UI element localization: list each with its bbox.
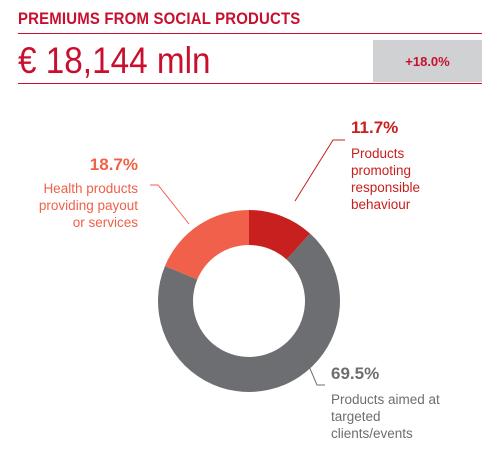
value-label-targeted: 69.5% <box>331 364 379 383</box>
amount-divider <box>18 83 482 84</box>
change-badge: +18.0% <box>373 40 482 82</box>
donut-slices <box>158 210 341 393</box>
slice-label-targeted-line2: targeted <box>331 409 381 424</box>
slice-health-products <box>164 210 249 280</box>
premium-amount: € 18,144 mln <box>18 40 211 81</box>
slice-label-targeted-line1: Products aimed at <box>331 392 440 407</box>
slice-label-responsible-line2: promoting <box>351 163 411 178</box>
value-label-health: 18.7% <box>90 155 138 174</box>
chart-title: PREMIUMS FROM SOCIAL PRODUCTS <box>18 9 301 28</box>
slice-targeted-clients <box>158 233 341 393</box>
slice-label-responsible-line4: behaviour <box>351 197 411 212</box>
slice-label-responsible-line3: responsible <box>351 180 420 195</box>
change-value: +18.0% <box>405 53 450 69</box>
slice-label-health-line3: or services <box>73 215 139 230</box>
slice-label-targeted-line3: clients/events <box>331 426 413 441</box>
leader-line-targeted <box>302 351 325 386</box>
leader-line-health <box>150 184 190 225</box>
slice-label-responsible-line1: Products <box>351 146 405 161</box>
slice-label-health-line1: Health products <box>43 181 138 196</box>
value-label-responsible: 11.7% <box>351 118 398 137</box>
leader-line-responsible <box>294 139 345 202</box>
slice-label-health-line2: providing payout <box>39 198 138 213</box>
title-divider <box>18 33 482 34</box>
slice-responsible-behaviour <box>249 210 311 260</box>
